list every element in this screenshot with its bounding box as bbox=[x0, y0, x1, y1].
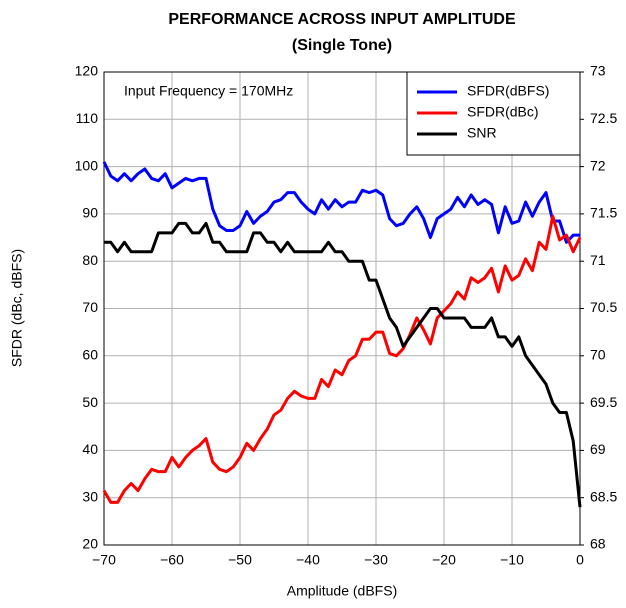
legend-label: SNR bbox=[467, 125, 497, 141]
series-line bbox=[102, 214, 582, 504]
y2-tick-label: 68 bbox=[590, 536, 606, 552]
annotation: Input Frequency = 170MHz bbox=[124, 83, 293, 99]
x-tick-label: 0 bbox=[576, 552, 584, 568]
y2-tick-label: 71 bbox=[590, 252, 606, 268]
y-tick-label: 120 bbox=[75, 63, 99, 79]
plot-frame bbox=[103, 71, 581, 546]
series-line bbox=[104, 221, 582, 508]
chart-subtitle: (Single Tone) bbox=[292, 37, 392, 54]
y2-tick-label: 70.5 bbox=[590, 299, 617, 315]
y-axis-label: SFDR (dBc, dBFS) bbox=[9, 249, 25, 367]
y-tick-label: 60 bbox=[82, 347, 98, 363]
y-tick-label: 20 bbox=[82, 536, 98, 552]
y2-tick-label: 68.5 bbox=[590, 488, 617, 504]
y2-tick-label: 72.5 bbox=[590, 110, 617, 126]
legend-label: SFDR(dBc) bbox=[467, 104, 539, 120]
chart-title: PERFORMANCE ACROSS INPUT AMPLITUDE bbox=[168, 11, 516, 28]
x-tick-label: −50 bbox=[228, 552, 252, 568]
y-tick-label: 90 bbox=[82, 205, 98, 221]
x-tick-label: −60 bbox=[160, 552, 184, 568]
y-tick-label: 30 bbox=[82, 488, 98, 504]
legend-label: SFDR(dBFS) bbox=[467, 83, 549, 99]
x-tick-label: −40 bbox=[296, 552, 320, 568]
x-tick-label: −70 bbox=[92, 552, 116, 568]
y2-tick-label: 72 bbox=[590, 157, 606, 173]
y2-tick-label: 73 bbox=[590, 63, 606, 79]
y-tick-label: 110 bbox=[76, 110, 99, 126]
x-tick-label: −30 bbox=[364, 552, 388, 568]
series-line bbox=[102, 161, 580, 244]
x-tick-label: −20 bbox=[432, 552, 456, 568]
y2-tick-label: 69 bbox=[590, 441, 606, 457]
y-tick-label: 40 bbox=[82, 441, 98, 457]
y-tick-label: 80 bbox=[82, 252, 98, 268]
y2-tick-label: 71.5 bbox=[590, 205, 617, 221]
y2-tick-label: 70 bbox=[590, 347, 606, 363]
x-axis-label: Amplitude (dBFS) bbox=[287, 583, 397, 599]
y-tick-label: 100 bbox=[75, 157, 99, 173]
y2-tick-label: 69.5 bbox=[590, 394, 617, 410]
x-tick-label: −10 bbox=[500, 552, 524, 568]
y-tick-label: 70 bbox=[82, 299, 98, 315]
y-tick-label: 50 bbox=[82, 394, 98, 410]
